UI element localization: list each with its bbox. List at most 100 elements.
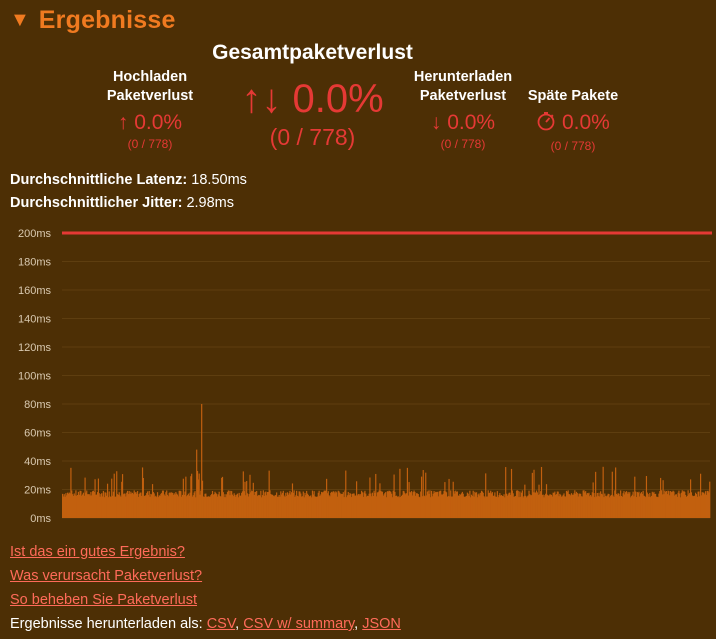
separator: , (354, 616, 359, 632)
latency-bar (107, 497, 109, 518)
latency-bar (491, 492, 493, 518)
collapse-triangle-icon[interactable]: ▼ (10, 9, 30, 31)
latency-bar (625, 491, 628, 518)
download-json-link[interactable]: JSON (362, 616, 401, 632)
latency-bar (489, 492, 491, 518)
latency-bar (331, 491, 333, 518)
latency-bar (353, 493, 355, 518)
latency-bar (579, 493, 581, 518)
latency-bar (371, 496, 373, 518)
latency-bar (356, 495, 359, 518)
latency-bar (535, 492, 537, 518)
latency-bar (146, 493, 148, 518)
latency-bar (137, 496, 139, 518)
latency-bar (260, 490, 262, 518)
latency-bar (646, 492, 648, 518)
latency-bar (341, 493, 343, 518)
latency-bar (521, 490, 523, 518)
latency-bar (71, 490, 73, 518)
latency-bar (294, 496, 296, 518)
latency-bar (126, 492, 128, 518)
download-csv-summary-link[interactable]: CSV w/ summary (243, 616, 355, 632)
latency-bar (615, 493, 618, 518)
latency-bar (390, 491, 392, 518)
latency-bar (484, 497, 486, 518)
link-good-result[interactable]: Ist das ein gutes Ergebnis? (10, 544, 185, 560)
latency-bar (346, 497, 348, 518)
latency-bar (670, 491, 672, 518)
latency-bar (596, 492, 598, 518)
latency-bar (91, 495, 93, 518)
link-causes[interactable]: Was verursacht Paketverlust? (10, 568, 203, 584)
results-header[interactable]: ▼ Ergebnisse (10, 4, 176, 36)
latency-bar (326, 493, 329, 518)
latency-bar (189, 492, 191, 518)
latency-bar (676, 496, 678, 518)
late-packets-count: (0 / 778) (550, 139, 596, 153)
latency-bar (266, 495, 268, 518)
latency-bar (224, 494, 226, 518)
latency-bar (336, 492, 338, 518)
latency-bar (416, 493, 419, 518)
latency-bar (339, 492, 341, 518)
latency-bar (247, 496, 249, 518)
latency-bar (386, 491, 389, 518)
latency-bar (424, 496, 426, 518)
latency-bar (567, 490, 569, 518)
latency-bar (286, 495, 288, 518)
latency-bar (406, 467, 409, 518)
latency-bar (619, 496, 621, 518)
latency-bar (420, 476, 423, 518)
latency-bar (410, 491, 413, 518)
latency-bar (460, 494, 462, 518)
link-fix[interactable]: So beheben Sie Paketverlust (10, 592, 198, 608)
latency-bar (376, 496, 378, 518)
y-tick-label: 20ms (24, 485, 51, 497)
latency-bar (674, 495, 676, 518)
up-arrow-icon: ↑ (117, 111, 129, 134)
latency-bar (334, 493, 336, 518)
latency-bar (241, 492, 243, 518)
latency-bar (180, 491, 182, 518)
latency-bar (349, 492, 351, 518)
latency-bar (540, 466, 543, 518)
latency-bar (460, 493, 463, 518)
latency-bar (600, 493, 603, 518)
latency-bar (211, 494, 213, 518)
latency-bar (482, 492, 484, 518)
late-packets-stat: Späte Pakete 0.0% (0 / 778) (520, 87, 626, 153)
latency-bar (92, 490, 95, 518)
latency-bar (80, 491, 82, 518)
latency-bar (522, 497, 524, 518)
latency-bar (688, 494, 690, 518)
latency-bar (377, 492, 379, 518)
latency-bar (707, 490, 709, 518)
latency-bar (170, 493, 172, 518)
latency-bar (675, 494, 678, 518)
latency-bar (167, 496, 169, 518)
latency-bar (276, 496, 279, 518)
latency-bar (213, 494, 215, 518)
latency-bar (301, 496, 303, 518)
latency-bar (218, 491, 220, 518)
latency-bar (457, 495, 459, 518)
latency-bar (570, 493, 573, 518)
latency-bar (366, 496, 368, 518)
latency-bar (458, 495, 460, 518)
latency-bar (409, 491, 411, 518)
latency-bar (532, 492, 534, 518)
latency-bar (376, 492, 379, 518)
download-loss-count: (0 / 778) (440, 137, 486, 151)
latency-bar (122, 494, 124, 518)
latency-bar (160, 493, 162, 518)
latency-bar (468, 496, 470, 518)
latency-bar (421, 496, 423, 518)
latency-bar (610, 494, 613, 518)
latency-bar (514, 496, 516, 518)
download-csv-link[interactable]: CSV (206, 616, 236, 632)
latency-bar (128, 491, 130, 518)
latency-bar (480, 492, 482, 518)
latency-bar (352, 493, 354, 518)
latency-bar (257, 495, 259, 518)
latency-bar (431, 496, 433, 518)
